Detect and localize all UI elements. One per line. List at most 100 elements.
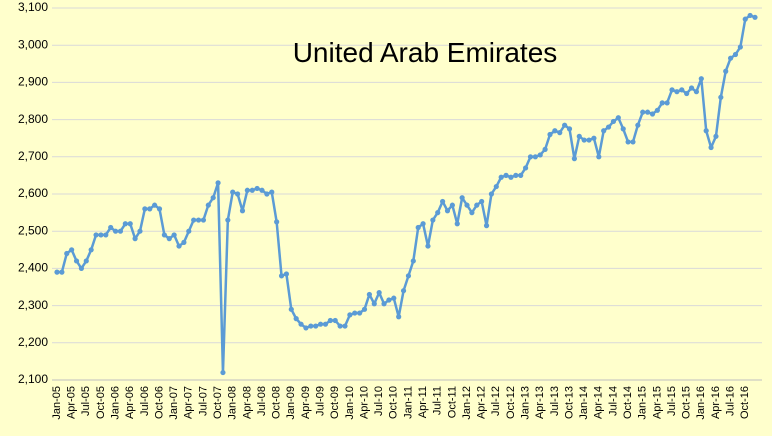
y-tick-label: 3,100 bbox=[18, 0, 48, 14]
point bbox=[635, 122, 641, 128]
x-tick-label: Jul-14 bbox=[607, 386, 619, 416]
point bbox=[230, 189, 236, 195]
point bbox=[278, 273, 285, 279]
point bbox=[566, 126, 573, 132]
point bbox=[317, 321, 324, 327]
point bbox=[181, 239, 187, 245]
point bbox=[542, 146, 548, 152]
chart-title: United Arab Emirates bbox=[293, 37, 558, 68]
x-tick-label: Jul-12 bbox=[490, 386, 502, 416]
x-tick-label: Apr-05 bbox=[66, 386, 78, 419]
point bbox=[557, 130, 563, 136]
point bbox=[537, 152, 543, 158]
point bbox=[171, 232, 177, 238]
point bbox=[688, 85, 695, 91]
point bbox=[186, 228, 192, 234]
point bbox=[161, 232, 167, 238]
point bbox=[73, 258, 80, 264]
point bbox=[191, 217, 197, 223]
point bbox=[679, 87, 685, 93]
point bbox=[376, 289, 382, 296]
point bbox=[283, 271, 290, 277]
x-tick-label: Apr-12 bbox=[476, 386, 488, 419]
y-tick-label: 2,600 bbox=[18, 186, 48, 200]
x-tick-label: Apr-07 bbox=[183, 386, 195, 419]
point bbox=[410, 258, 416, 264]
point bbox=[654, 107, 660, 113]
point bbox=[620, 126, 626, 132]
x-tick-label: Jan-13 bbox=[519, 386, 531, 420]
x-tick-label: Oct-11 bbox=[446, 386, 458, 418]
point bbox=[444, 208, 451, 214]
x-tick-label: Jan-14 bbox=[578, 386, 590, 420]
point bbox=[108, 224, 114, 231]
point bbox=[396, 314, 402, 320]
point bbox=[586, 137, 592, 143]
point bbox=[78, 265, 85, 271]
x-tick-label: Oct-14 bbox=[622, 386, 634, 419]
point bbox=[469, 210, 475, 216]
x-tick-label: Jan-08 bbox=[227, 386, 239, 420]
point bbox=[137, 228, 143, 234]
point bbox=[337, 323, 343, 329]
point bbox=[235, 191, 241, 197]
x-tick-label: Oct-05 bbox=[95, 386, 107, 419]
point bbox=[347, 312, 353, 318]
point bbox=[220, 369, 226, 376]
point bbox=[244, 187, 250, 193]
x-tick-label: Jul-09 bbox=[314, 386, 326, 416]
point bbox=[659, 100, 665, 106]
point bbox=[308, 323, 314, 329]
point bbox=[454, 221, 460, 227]
point bbox=[93, 232, 99, 238]
point bbox=[54, 269, 60, 275]
point bbox=[88, 247, 94, 253]
x-tick-label: Jul-08 bbox=[256, 386, 268, 416]
point bbox=[674, 89, 680, 95]
point bbox=[176, 243, 182, 249]
x-tick-label: Apr-16 bbox=[710, 386, 722, 419]
point bbox=[425, 243, 431, 249]
point bbox=[322, 321, 329, 327]
point bbox=[527, 154, 534, 160]
point bbox=[508, 174, 514, 180]
point bbox=[332, 317, 338, 324]
point bbox=[112, 228, 119, 234]
point bbox=[366, 291, 372, 298]
point bbox=[371, 301, 377, 307]
point bbox=[152, 202, 158, 208]
plot: 2,100 2,200 2,300 2,400 2,500 2,600 2,700 2,800… bbox=[18, 0, 762, 420]
point bbox=[361, 306, 368, 312]
point bbox=[684, 90, 690, 97]
x-tick-label: Jan-15 bbox=[637, 386, 649, 420]
x-tick-label: Oct-10 bbox=[388, 386, 400, 419]
point bbox=[503, 172, 509, 178]
point bbox=[625, 139, 631, 145]
point bbox=[303, 325, 309, 331]
point bbox=[479, 198, 485, 205]
x-tick-label: Oct-09 bbox=[329, 386, 341, 419]
point bbox=[405, 273, 412, 279]
grid bbox=[52, 7, 762, 381]
point bbox=[737, 44, 743, 50]
x-tick-label: Oct-06 bbox=[153, 386, 165, 419]
point bbox=[132, 236, 138, 242]
point bbox=[98, 232, 104, 238]
y-tick-label: 2,900 bbox=[18, 75, 48, 89]
point bbox=[391, 295, 397, 301]
point bbox=[195, 217, 202, 223]
x-tick-label: Oct-07 bbox=[212, 386, 224, 419]
x-tick-label: Jul-05 bbox=[80, 386, 92, 416]
point bbox=[342, 323, 348, 329]
x-tick-label: Apr-13 bbox=[534, 386, 546, 419]
point bbox=[430, 217, 436, 223]
y-tick-label: 2,800 bbox=[18, 112, 48, 126]
point bbox=[225, 217, 231, 223]
x-tick-label: Jul-15 bbox=[666, 386, 678, 416]
x-tick-label: Jan-07 bbox=[168, 386, 180, 420]
point bbox=[147, 206, 153, 212]
point bbox=[518, 172, 524, 178]
x-tick-label: Apr-11 bbox=[417, 386, 429, 418]
point bbox=[259, 187, 265, 193]
point bbox=[547, 131, 553, 138]
